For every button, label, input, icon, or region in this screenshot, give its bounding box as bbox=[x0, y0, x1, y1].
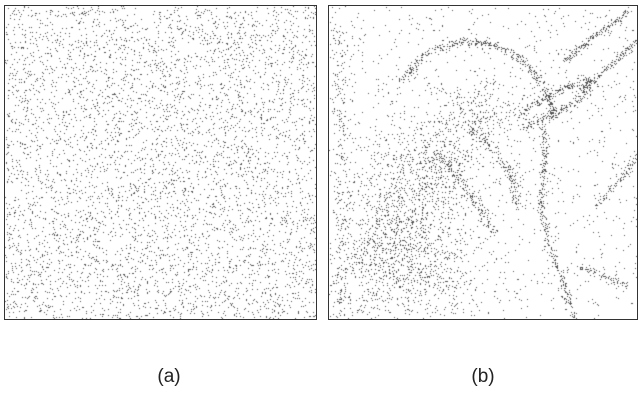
edge-stipple-image bbox=[329, 6, 637, 319]
stipple-panel-b bbox=[328, 5, 638, 320]
panel-b-caption: (b) bbox=[471, 366, 495, 387]
uniform-stipple-image bbox=[5, 6, 316, 319]
stipple-panel-a bbox=[4, 5, 317, 320]
panel-a-caption: (a) bbox=[157, 366, 181, 387]
